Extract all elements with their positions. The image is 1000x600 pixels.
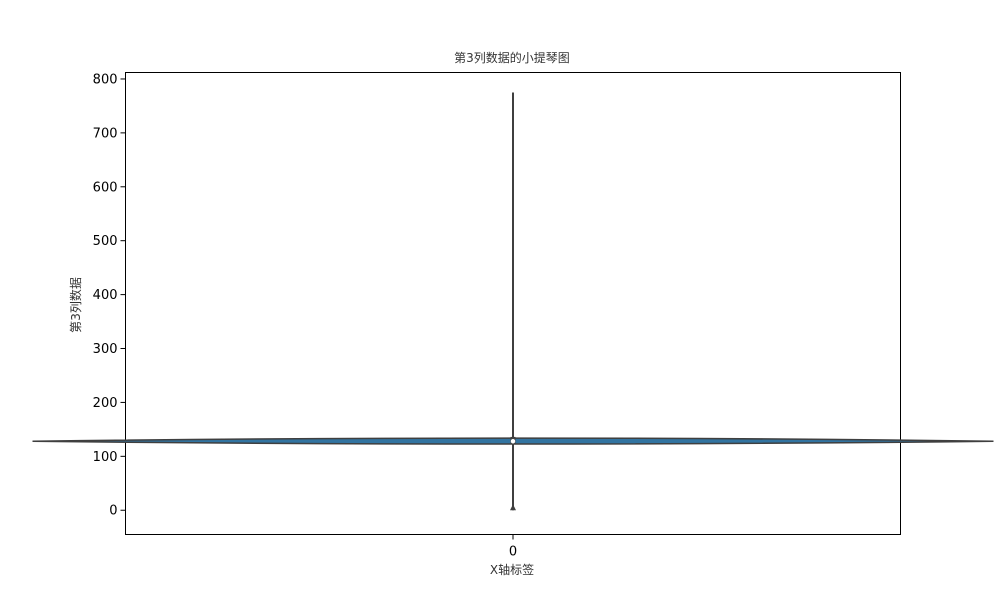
- x-tick-label: 0: [509, 545, 517, 560]
- y-tick-label: 500: [93, 234, 118, 249]
- y-axis-title: 第3列数据: [68, 277, 83, 333]
- chart-title: 第3列数据的小提琴图: [454, 50, 570, 65]
- violin-series: [32, 92, 994, 511]
- violin-median-point: [510, 438, 516, 444]
- y-tick-label: 300: [93, 342, 118, 357]
- y-tick-label: 700: [93, 126, 118, 141]
- x-axis-title: X轴标签: [490, 562, 534, 577]
- y-tick-label: 100: [93, 450, 118, 465]
- y-axis-ticks: 0 100 200 300 400 500 600 700 800: [93, 72, 126, 519]
- y-tick-label: 800: [93, 72, 118, 87]
- x-axis-ticks: 0: [509, 534, 517, 560]
- y-tick-label: 400: [93, 288, 118, 303]
- y-tick-label: 0: [109, 504, 117, 519]
- y-tick-label: 600: [93, 180, 118, 195]
- y-tick-label: 200: [93, 396, 118, 411]
- violin-min-marker: [510, 504, 516, 511]
